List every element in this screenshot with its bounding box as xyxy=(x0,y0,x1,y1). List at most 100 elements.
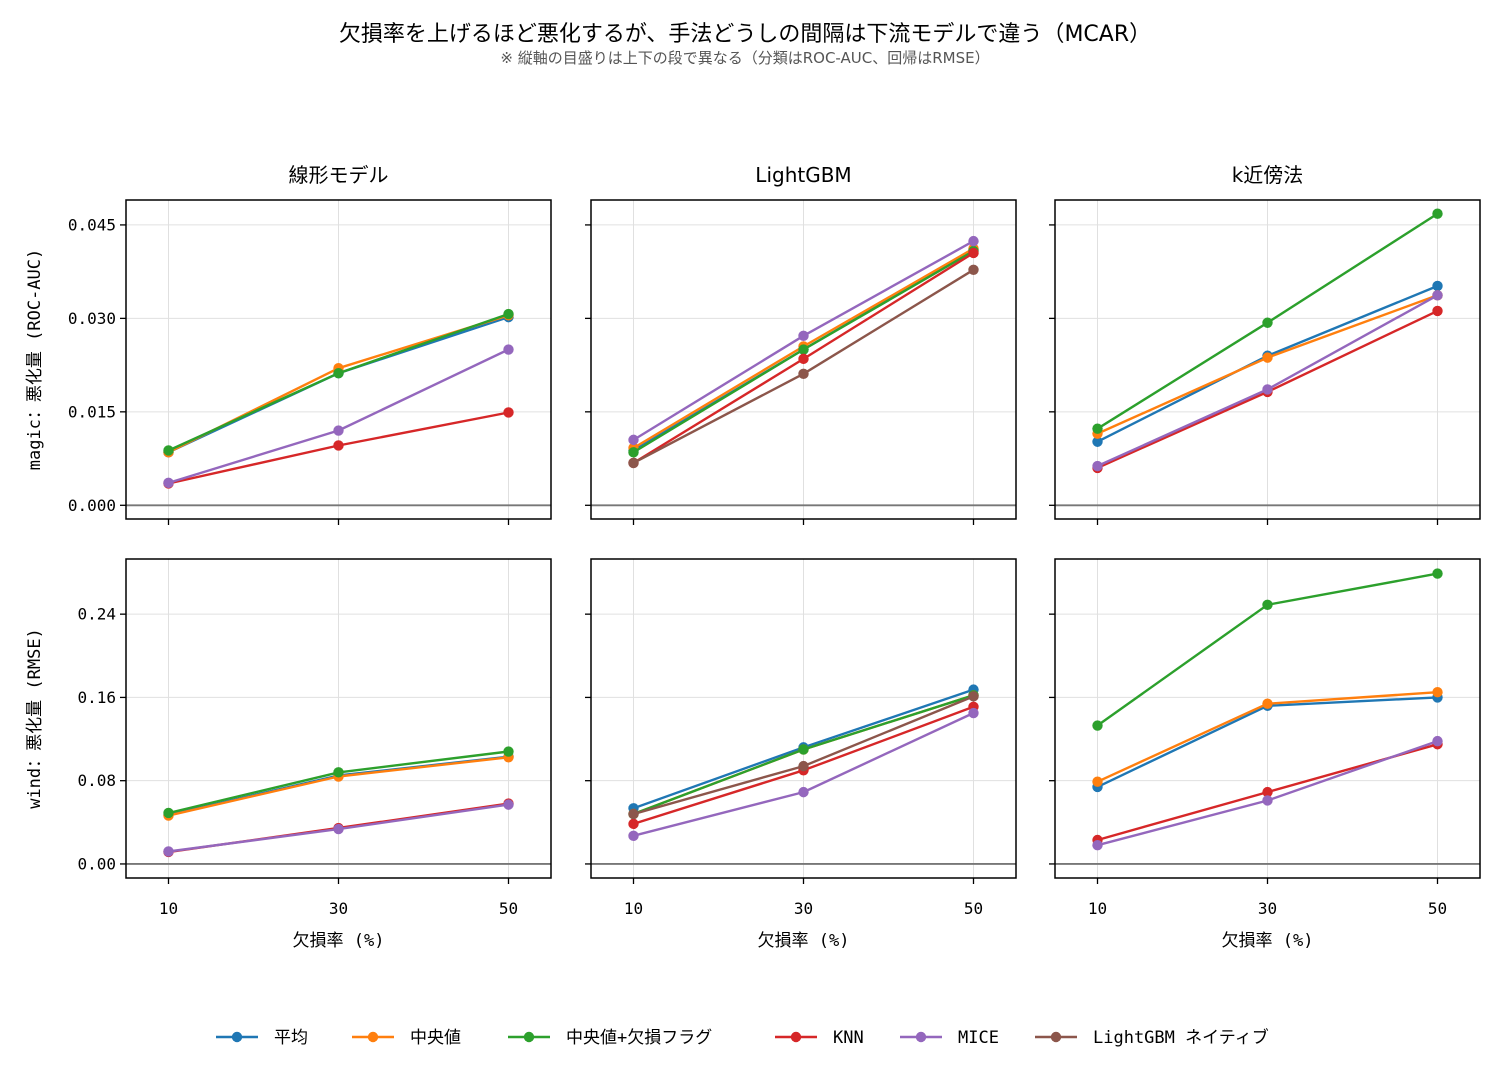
legend: 平均 中央値 中央値+欠損フラグ KNN MICE LightGBM ネイティブ xyxy=(216,1027,1269,1048)
panel-0-1: LightGBM xyxy=(585,163,1017,525)
panel-title: LightGBM xyxy=(755,163,851,187)
data-point xyxy=(503,799,514,810)
data-point xyxy=(798,744,809,755)
figure-title: 欠損率を上げるほど悪化するが、手法どうしの間隔は下流モデルで違う（MCAR） xyxy=(339,22,1151,47)
data-point xyxy=(503,407,514,418)
data-point xyxy=(333,440,344,451)
legend-swatch-marker xyxy=(1050,1031,1062,1043)
y-tick-label: 0.030 xyxy=(68,309,116,328)
data-point xyxy=(628,808,639,820)
data-point xyxy=(1432,290,1443,301)
y-tick-label: 0.045 xyxy=(68,215,116,234)
legend-swatch-marker xyxy=(523,1031,535,1043)
y-tick-label: 0.24 xyxy=(77,605,116,624)
panel-title: k近傍法 xyxy=(1232,163,1304,187)
legend-label: LightGBM ネイティブ xyxy=(1093,1027,1269,1048)
data-point xyxy=(333,368,344,379)
data-point xyxy=(163,846,174,857)
data-point xyxy=(163,477,174,489)
data-point xyxy=(968,691,979,702)
data-point xyxy=(968,707,979,719)
y-tick-label: 0.015 xyxy=(68,402,116,421)
x-axis-label: 欠損率 (%) xyxy=(1222,931,1314,951)
data-point xyxy=(1432,208,1443,219)
data-point xyxy=(1262,317,1273,328)
data-point xyxy=(333,823,344,835)
legend-item: LightGBM ネイティブ xyxy=(1035,1027,1269,1048)
legend-item: MICE xyxy=(900,1028,999,1048)
y-tick-label: 0.00 xyxy=(77,854,116,873)
legend-item: 中央値+欠損フラグ xyxy=(508,1028,712,1048)
data-point xyxy=(798,760,809,772)
data-point xyxy=(1092,840,1103,851)
data-point xyxy=(1262,352,1273,363)
data-point xyxy=(163,807,174,819)
data-point xyxy=(1262,698,1273,709)
data-point xyxy=(1092,436,1103,447)
data-point xyxy=(1262,599,1273,610)
legend-item: 中央値 xyxy=(352,1028,461,1048)
legend-swatch-marker xyxy=(790,1031,802,1043)
legend-label: 中央値 xyxy=(410,1028,461,1048)
data-point xyxy=(333,425,344,436)
panel-1-0: 10 30 50 0.00 0.08 0.16 0.24 欠損率 (%) wind：悪化量 (R… xyxy=(25,558,552,951)
data-point xyxy=(1432,568,1443,579)
data-point xyxy=(628,457,639,469)
x-axis-label: 欠損率 (%) xyxy=(293,931,385,951)
data-point xyxy=(1092,423,1103,434)
data-point xyxy=(1432,687,1443,698)
legend-swatch-marker xyxy=(915,1031,927,1043)
data-point xyxy=(628,830,639,842)
data-point xyxy=(798,353,809,365)
figure-subtitle: ※ 縦軸の目盛りは上下の段で異なる（分類はROC-AUC、回帰はRMSE） xyxy=(500,49,989,67)
legend-label: KNN xyxy=(833,1028,864,1048)
legend-label: MICE xyxy=(958,1028,999,1048)
panel-0-0: 0.000 0.015 0.030 0.045 線形モデル magic：悪化量 (ROC-… xyxy=(25,163,552,525)
data-point xyxy=(163,445,174,456)
data-point xyxy=(333,767,344,778)
legend-label: 中央値+欠損フラグ xyxy=(566,1028,712,1048)
data-point xyxy=(798,344,809,355)
data-point xyxy=(1432,280,1443,292)
y-axis-label: magic：悪化量 (ROC-AUC) xyxy=(25,249,45,471)
x-tick-label: 30 xyxy=(794,899,813,918)
legend-item: 平均 xyxy=(216,1028,308,1048)
data-point xyxy=(1092,460,1103,472)
panels: 0.000 0.015 0.030 0.045 線形モデル magic：悪化量 (ROC-… xyxy=(25,163,1481,951)
panel-1-1: 10 30 50 欠損率 (%) xyxy=(585,558,1017,951)
legend-swatch-marker xyxy=(367,1031,379,1043)
data-point xyxy=(1262,384,1273,395)
panel-1-2: 10 30 50 欠損率 (%) xyxy=(1049,558,1481,951)
x-tick-label: 10 xyxy=(159,899,178,918)
data-point xyxy=(628,434,639,446)
x-tick-label: 30 xyxy=(329,899,348,918)
data-point xyxy=(968,235,979,247)
data-point xyxy=(1432,735,1443,747)
legend-item: KNN xyxy=(775,1028,864,1048)
data-point xyxy=(503,746,514,757)
data-point xyxy=(1262,786,1273,798)
data-point xyxy=(968,247,979,259)
data-point xyxy=(628,818,639,830)
x-tick-label: 30 xyxy=(1258,899,1277,918)
data-point xyxy=(1432,305,1443,317)
legend-label: 平均 xyxy=(274,1028,308,1048)
y-tick-label: 0.16 xyxy=(77,688,116,707)
data-point xyxy=(628,447,639,458)
data-point xyxy=(1262,795,1273,806)
panel-title: 線形モデル xyxy=(289,163,389,187)
y-tick-label: 0.000 xyxy=(68,496,116,515)
data-point xyxy=(798,330,809,342)
data-point xyxy=(503,344,514,355)
x-axis-label: 欠損率 (%) xyxy=(758,931,850,951)
x-tick-label: 50 xyxy=(1428,899,1447,918)
x-tick-label: 10 xyxy=(1088,899,1107,918)
x-tick-label: 50 xyxy=(964,899,983,918)
x-tick-label: 50 xyxy=(499,899,518,918)
y-tick-label: 0.08 xyxy=(77,771,116,790)
data-point xyxy=(1092,776,1103,787)
x-tick-label: 10 xyxy=(624,899,643,918)
data-point xyxy=(503,308,514,320)
